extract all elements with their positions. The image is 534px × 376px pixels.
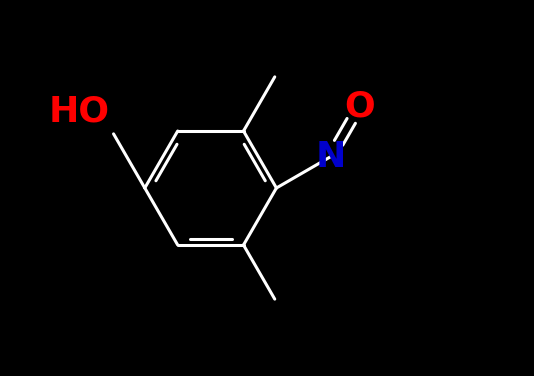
Text: HO: HO <box>49 94 110 128</box>
Text: N: N <box>316 140 345 174</box>
Text: O: O <box>344 90 375 124</box>
